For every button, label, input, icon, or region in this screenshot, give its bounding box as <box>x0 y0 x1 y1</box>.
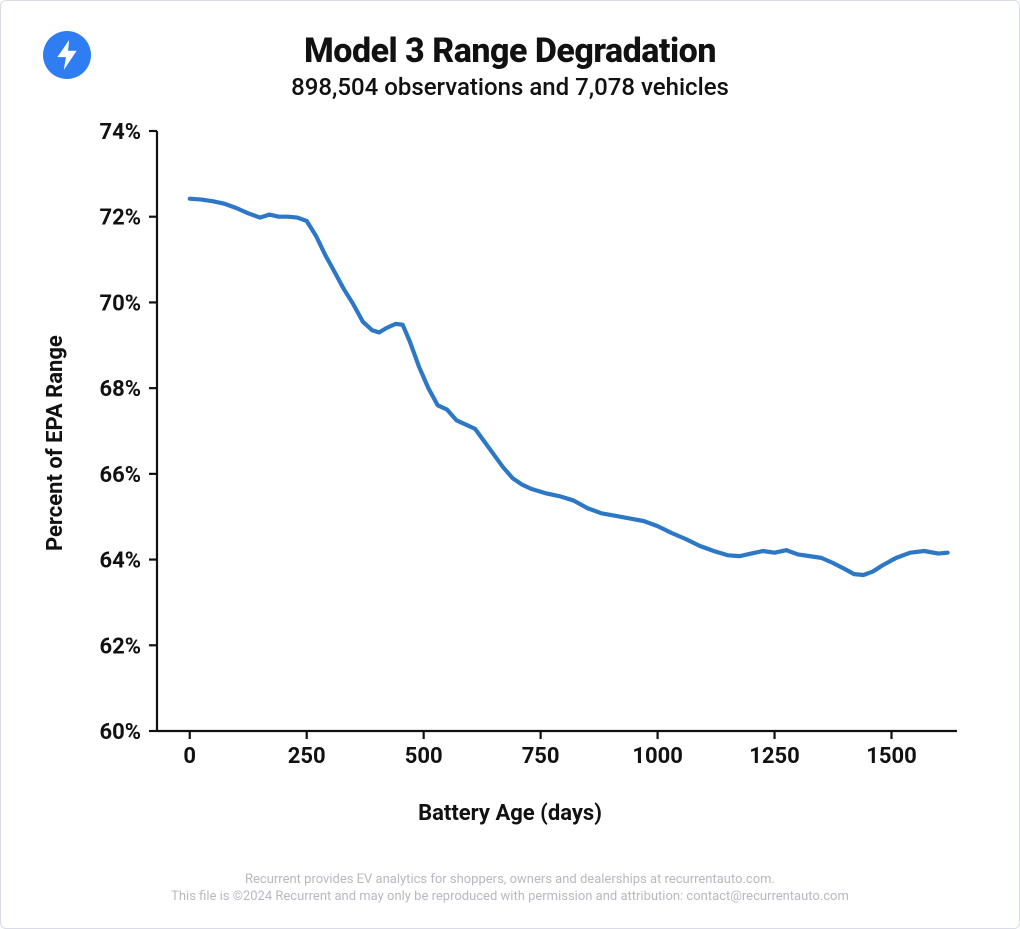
y-axis-label: Percent of EPA Range <box>43 335 68 551</box>
svg-text:0: 0 <box>183 744 196 769</box>
bolt-icon <box>54 40 80 70</box>
chart-card: Model 3 Range Degradation 898,504 observ… <box>0 0 1020 929</box>
svg-text:62%: 62% <box>99 634 141 659</box>
footer-line-2: This file is ©2024 Recurrent and may onl… <box>1 888 1019 906</box>
svg-text:66%: 66% <box>99 463 141 488</box>
svg-text:250: 250 <box>288 744 326 769</box>
svg-text:74%: 74% <box>99 120 141 145</box>
svg-text:1500: 1500 <box>866 744 917 769</box>
brand-logo <box>43 31 91 79</box>
attribution-footer: Recurrent provides EV analytics for shop… <box>1 871 1019 906</box>
svg-text:70%: 70% <box>99 291 141 316</box>
svg-text:750: 750 <box>522 744 560 769</box>
svg-text:60%: 60% <box>99 720 141 745</box>
svg-text:64%: 64% <box>99 549 141 574</box>
svg-text:68%: 68% <box>99 377 141 402</box>
svg-text:500: 500 <box>405 744 443 769</box>
svg-text:1250: 1250 <box>749 744 800 769</box>
x-axis-label: Battery Age (days) <box>37 801 983 826</box>
svg-text:72%: 72% <box>99 206 141 231</box>
line-chart: 60% 62% 64% 66% 68% 70% 72% 74% 0 250 500 750 1000 12… <box>37 111 977 791</box>
chart-area: Percent of EPA Range 60% 62% 64% 66% 68% 70% 7… <box>37 111 983 826</box>
svg-text:1000: 1000 <box>632 744 683 769</box>
chart-title: Model 3 Range Degradation <box>37 31 983 71</box>
footer-line-1: Recurrent provides EV analytics for shop… <box>1 871 1019 889</box>
chart-subtitle: 898,504 observations and 7,078 vehicles <box>37 73 983 101</box>
